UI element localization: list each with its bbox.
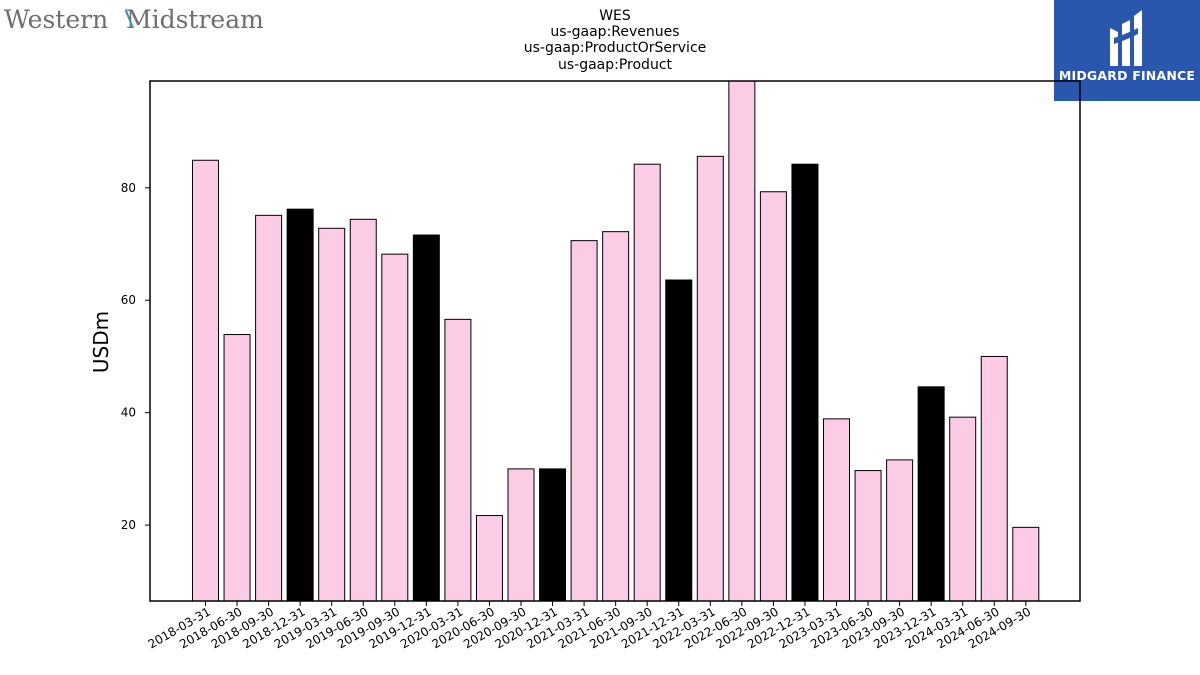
bar-2024-03-31 bbox=[949, 416, 977, 602]
bar-2018-09-30 bbox=[255, 214, 283, 602]
bar-2018-03-31 bbox=[192, 159, 219, 602]
plot-frame bbox=[149, 80, 1081, 602]
logo-text-midgard-finance: MIDGARD FINANCE bbox=[1058, 68, 1196, 83]
logo-text-midstream: Midstream bbox=[126, 5, 264, 34]
bar-2020-09-30 bbox=[507, 468, 535, 602]
bar-2021-09-30 bbox=[633, 163, 661, 602]
bar-2024-06-30 bbox=[980, 355, 1008, 602]
y-tick-label: 20 bbox=[121, 518, 136, 532]
bar-2021-12-31 bbox=[665, 279, 693, 602]
bar-2022-09-30 bbox=[759, 191, 787, 602]
y-axis-ticks: 20 40 60 80 bbox=[121, 181, 150, 532]
bar-2023-12-31 bbox=[917, 386, 945, 602]
title-line-4: us-gaap:Product bbox=[558, 57, 673, 73]
title-line-3: us-gaap:ProductOrService bbox=[524, 40, 707, 56]
bar-2019-12-31 bbox=[412, 234, 440, 602]
title-line-1: WES bbox=[599, 8, 631, 24]
bar-2020-03-31 bbox=[444, 318, 472, 602]
title-line-2: us-gaap:Revenues bbox=[550, 24, 679, 40]
bar-2021-03-31 bbox=[570, 240, 598, 602]
bar-2024-09-30 bbox=[1012, 526, 1040, 602]
midgard-finance-logo: MIDGARD FINANCE bbox=[1054, 0, 1200, 101]
bar-2018-12-31 bbox=[286, 208, 314, 602]
chart-title: WES us-gaap:Revenues us-gaap:ProductOrSe… bbox=[524, 8, 707, 73]
bar-2022-12-31 bbox=[791, 163, 819, 602]
bar-2022-06-30 bbox=[728, 80, 756, 602]
western-midstream-logo: Western Midstream bbox=[4, 5, 264, 34]
bar-2020-12-31 bbox=[539, 468, 567, 602]
y-tick-label: 60 bbox=[121, 293, 136, 307]
bar-2019-03-31 bbox=[318, 227, 346, 602]
logo-accent-mark bbox=[125, 8, 134, 28]
bar-2022-03-31 bbox=[696, 155, 724, 602]
y-tick-label: 40 bbox=[121, 406, 136, 420]
y-tick-label: 80 bbox=[121, 181, 136, 195]
bar-2019-09-30 bbox=[381, 253, 409, 602]
y-axis-label: USDm bbox=[89, 311, 113, 373]
bar-2023-09-30 bbox=[886, 459, 914, 602]
bar-2021-06-30 bbox=[602, 231, 630, 602]
bar-2023-06-30 bbox=[854, 470, 882, 602]
bar-2020-06-30 bbox=[475, 515, 503, 602]
bar-2018-06-30 bbox=[223, 334, 251, 602]
bar-2023-03-31 bbox=[823, 418, 850, 602]
midgard-emblem-icon bbox=[1110, 10, 1142, 66]
x-axis-ticks: 2018-03-312018-06-302018-09-302018-12-31… bbox=[146, 601, 1033, 651]
logo-text-western: Western bbox=[4, 5, 108, 34]
bar-2019-06-30 bbox=[349, 218, 377, 602]
bars-group bbox=[192, 80, 1040, 602]
